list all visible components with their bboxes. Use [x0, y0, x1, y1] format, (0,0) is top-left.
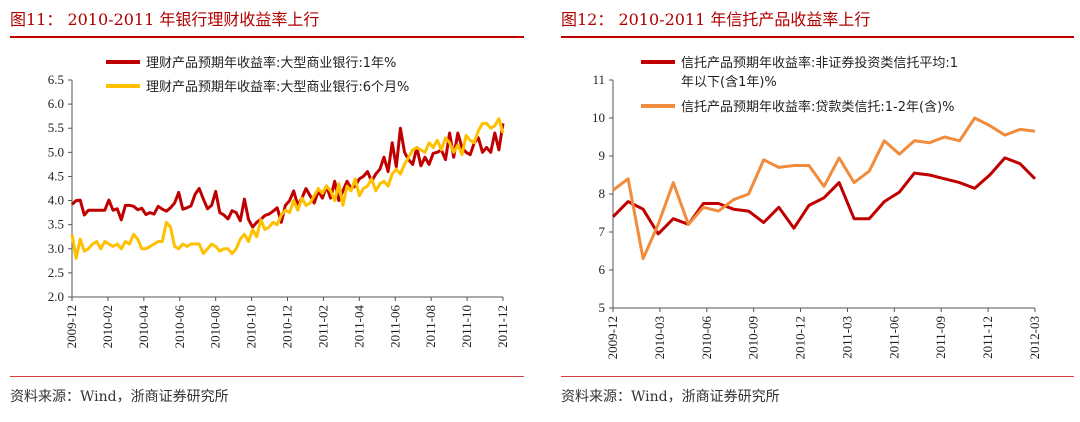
- x-tick-label: 2011-06: [387, 305, 402, 348]
- figure-12-top-rule: [561, 36, 1074, 38]
- legend-label-1: 理财产品预期年收益率:大型商业银行:1年%: [146, 55, 396, 71]
- x-tick-label: 2010-04: [136, 305, 151, 349]
- y-tick-label: 8: [599, 186, 606, 201]
- y-tick-label: 6.5: [48, 72, 64, 87]
- y-tick-label: 2.5: [48, 265, 64, 280]
- legend-label-1: 信托产品预期年收益率:非证券投资类信托平均:1: [681, 55, 958, 71]
- figure-11-source: 资料来源：Wind，浙商证券研究所: [10, 389, 229, 405]
- x-tick-label: 2011-12: [495, 305, 510, 348]
- y-tick-label: 5.5: [48, 120, 64, 135]
- legend-label-1: 年以下(含1年)%: [681, 74, 777, 90]
- x-tick-label: 2011-12: [980, 316, 995, 359]
- x-tick-label: 2010-12: [280, 305, 295, 348]
- x-tick-label: 2012-03: [1027, 316, 1042, 359]
- figure-12-title: 图12： 2010-2011 年信托产品收益率上行: [561, 10, 871, 29]
- y-tick-label: 4.5: [48, 168, 64, 183]
- x-tick-label: 2010-12: [793, 316, 808, 359]
- y-tick-label: 6: [599, 262, 606, 277]
- bank-wealth-yield-chart: 2.0 2.5 3.0 3.5 4.0 4.5 5.0 5.5 6.0 6.5 2009-12 201…: [48, 55, 510, 349]
- figure-12-bottom-rule: [561, 376, 1074, 377]
- x-tick-label: 2010-08: [208, 305, 223, 348]
- legend-label-2: 信托产品预期年收益率:贷款类信托:1-2年(含)%: [681, 99, 955, 115]
- x-tick-label: 2011-09: [933, 316, 948, 359]
- x-tick-label: 2010-03: [652, 316, 667, 359]
- y-tick-label: 11: [592, 72, 605, 87]
- x-tick-label: 2010-02: [100, 305, 115, 348]
- series-line-2: [612, 116, 1036, 261]
- y-tick-label: 2.0: [48, 289, 64, 304]
- x-tick-label: 2009-12: [64, 305, 79, 348]
- y-tick-label: 5: [599, 300, 606, 315]
- figure-11-panel: 图11： 2010-2011 年银行理财收益率上行 2.0 2.5 3.0 3.5 4.…: [0, 0, 530, 422]
- figure-11-title: 图11： 2010-2011 年银行理财收益率上行: [10, 10, 320, 29]
- figure-12-panel: 图12： 2010-2011 年信托产品收益率上行 5 6 7 8 9 10 11 2009-…: [551, 0, 1080, 422]
- x-tick-label: 2011-06: [886, 316, 901, 359]
- figure-11-top-rule: [10, 36, 524, 38]
- x-tick-label: 2011-10: [459, 305, 474, 348]
- series-line-1: [70, 123, 505, 229]
- y-tick-label: 10: [592, 110, 605, 125]
- x-tick-label: 2010-06: [699, 316, 714, 360]
- x-tick-label: 2011-03: [839, 316, 854, 359]
- x-tick-label: 2010-09: [746, 316, 761, 359]
- x-tick-label: 2011-08: [423, 305, 438, 348]
- y-tick-label: 9: [599, 148, 606, 163]
- y-tick-label: 6.0: [48, 96, 64, 111]
- figure-11-bottom-rule: [10, 376, 524, 377]
- legend-label-2: 理财产品预期年收益率:大型商业银行:6个月%: [146, 79, 409, 95]
- y-tick-label: 4.0: [48, 193, 64, 208]
- y-tick-label: 7: [599, 224, 606, 239]
- y-tick-label: 3.5: [48, 217, 64, 232]
- x-tick-label: 2009-12: [605, 316, 620, 359]
- trust-product-yield-chart: 5 6 7 8 9 10 11 2009-12 2010-03 2010-06 2010-09 201…: [592, 55, 1042, 360]
- y-tick-label: 5.0: [48, 144, 64, 159]
- figure-12-source: 资料来源：Wind，浙商证券研究所: [561, 389, 780, 405]
- y-tick-label: 3.0: [48, 241, 64, 256]
- series-line-2: [70, 117, 505, 260]
- x-tick-label: 2011-02: [315, 305, 330, 348]
- series-line-1: [611, 156, 1037, 236]
- x-tick-label: 2011-04: [351, 305, 366, 348]
- x-tick-label: 2010-10: [244, 305, 259, 348]
- x-tick-label: 2010-06: [172, 305, 187, 349]
